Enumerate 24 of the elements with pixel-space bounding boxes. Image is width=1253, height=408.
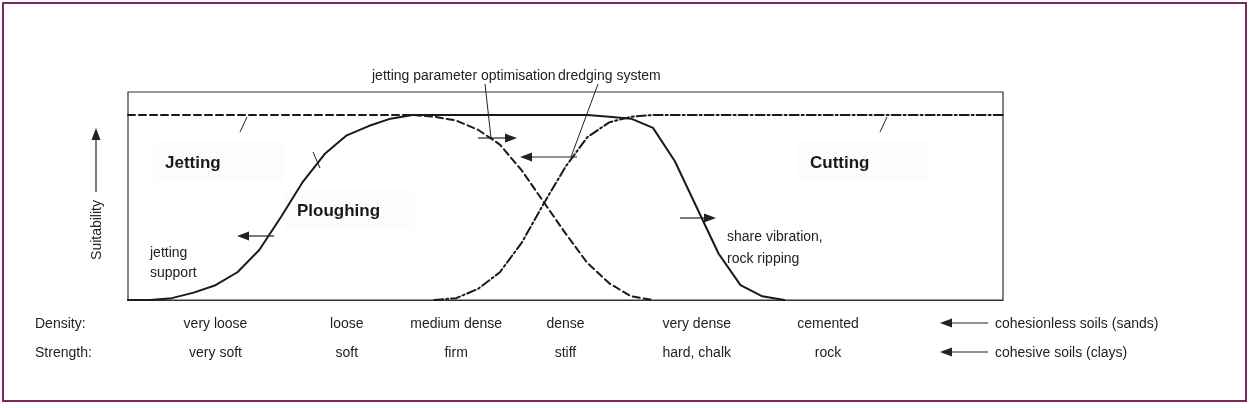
text: Density: <box>35 315 86 331</box>
x-tick-label: loose <box>330 315 364 331</box>
x-tick-label: medium dense <box>410 315 503 331</box>
x-tick-label: dense <box>546 315 585 331</box>
text: very soft <box>189 344 243 360</box>
text: jetting parameter optimisation <box>371 67 556 83</box>
y-axis-title: Suitability <box>88 200 104 260</box>
text: dredging system <box>558 67 661 83</box>
text: cohesive soils (clays) <box>995 344 1128 360</box>
annotation: jetting support <box>149 244 197 280</box>
text: stiff <box>554 344 577 360</box>
text: Cutting <box>810 152 870 172</box>
annotation: share vibration, rock ripping <box>727 228 827 266</box>
text: rock <box>814 344 843 360</box>
text: cohesionless soils (sands) <box>995 315 1159 331</box>
x-tick-label: cemented <box>797 315 859 331</box>
text: Jetting <box>165 152 221 172</box>
text: Strength: <box>35 344 92 360</box>
text: hard, chalk <box>662 344 732 360</box>
x-tick-label: very dense <box>662 315 732 331</box>
x-tick-label: very loose <box>183 315 248 331</box>
series-label: Ploughing <box>297 200 381 220</box>
text: firm <box>444 344 468 360</box>
text: soft <box>335 344 359 360</box>
